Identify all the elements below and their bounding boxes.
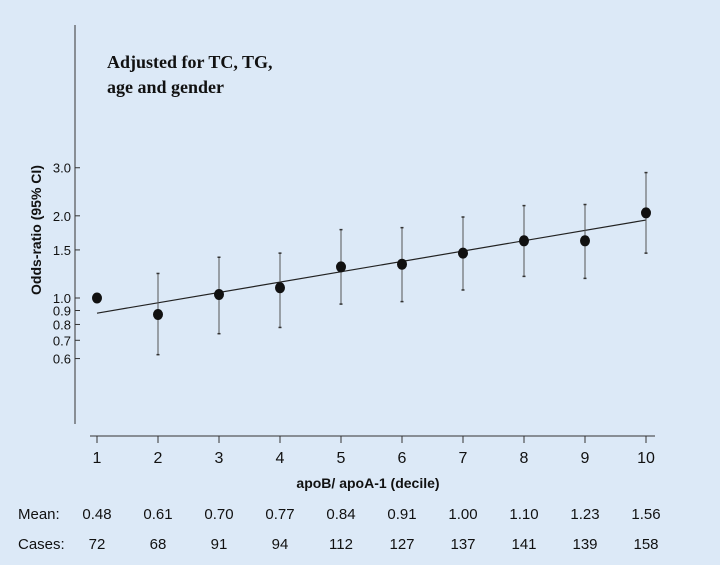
y-tick-label: 3.0: [53, 161, 71, 176]
mean-row-label: Mean:: [18, 506, 60, 523]
y-ticks: 0.6 0.70.80.91.0 1.5 2.0 3.0: [53, 161, 80, 367]
error-bars: [156, 171, 648, 356]
cases-value: 139: [572, 536, 597, 553]
odds-ratio-point: [214, 288, 224, 300]
odds-ratio-point: [92, 292, 102, 304]
x-tick-label: 6: [398, 450, 407, 467]
y-tick-label: 1.0: [53, 291, 71, 306]
mean-value: 1.10: [509, 506, 538, 523]
annotation-line-1: Adjusted for TC, TG,: [107, 52, 273, 72]
x-tick-label: 5: [337, 450, 346, 467]
cases-value: 158: [633, 536, 658, 553]
cases-row: 72 68 91 94 112 127 137 141 139 158: [89, 536, 659, 553]
odds-ratio-point: [275, 282, 285, 294]
cases-value: 68: [150, 536, 167, 553]
cases-value: 137: [450, 536, 475, 553]
y-tick-label: 2.0: [53, 209, 71, 224]
x-tick-label: 10: [637, 450, 655, 467]
y-axis-label: Odds-ratio (95% CI): [28, 165, 44, 295]
x-tick-label: 8: [520, 450, 529, 467]
cases-value: 112: [329, 536, 353, 553]
mean-value: 0.84: [326, 506, 355, 523]
x-tick-label: 9: [581, 450, 590, 467]
mean-value: 0.77: [265, 506, 294, 523]
y-tick-label: 0.9: [53, 303, 71, 318]
y-tick-label: 0.7: [53, 333, 71, 348]
x-tick-label: 7: [459, 450, 468, 467]
odds-ratio-point: [580, 235, 590, 247]
odds-ratio-point: [153, 309, 163, 321]
cases-value: 91: [211, 536, 228, 553]
odds-ratio-point: [458, 247, 468, 259]
y-tick-label: 0.8: [53, 317, 71, 332]
cases-value: 94: [272, 536, 289, 553]
mean-value: 0.48: [82, 506, 111, 523]
x-ticks: 1 2 3 4 5 6 7 8 9 10: [93, 436, 655, 467]
y-tick-label: 0.6: [53, 352, 71, 367]
y-tick-label: 1.5: [53, 243, 71, 258]
x-tick-label: 4: [276, 450, 285, 467]
odds-ratio-point: [397, 258, 407, 270]
trend-line-group: [96, 219, 647, 314]
trend-line: [96, 219, 647, 314]
odds-ratio-point: [519, 235, 529, 247]
x-tick-label: 2: [154, 450, 163, 467]
mean-value: 0.61: [143, 506, 172, 523]
odds-ratio-point: [641, 207, 651, 219]
cases-value: 72: [89, 536, 106, 553]
annotation-line-2: age and gender: [107, 77, 224, 97]
mean-value: 1.23: [570, 506, 599, 523]
mean-value: 1.00: [448, 506, 477, 523]
mean-value: 1.56: [631, 506, 660, 523]
x-tick-label: 1: [93, 450, 102, 467]
data-points: [92, 207, 651, 321]
cases-value: 127: [389, 536, 414, 553]
mean-value: 0.70: [204, 506, 233, 523]
x-axis-label: apoB/ apoA-1 (decile): [296, 475, 439, 491]
mean-value: 0.91: [387, 506, 416, 523]
x-tick-label: 3: [215, 450, 224, 467]
cases-row-label: Cases:: [18, 536, 65, 553]
cases-value: 141: [511, 536, 536, 553]
odds-ratio-point: [336, 261, 346, 273]
mean-row: 0.48 0.61 0.70 0.77 0.84 0.91 1.00 1.10 1.23 1.56: [82, 506, 660, 523]
